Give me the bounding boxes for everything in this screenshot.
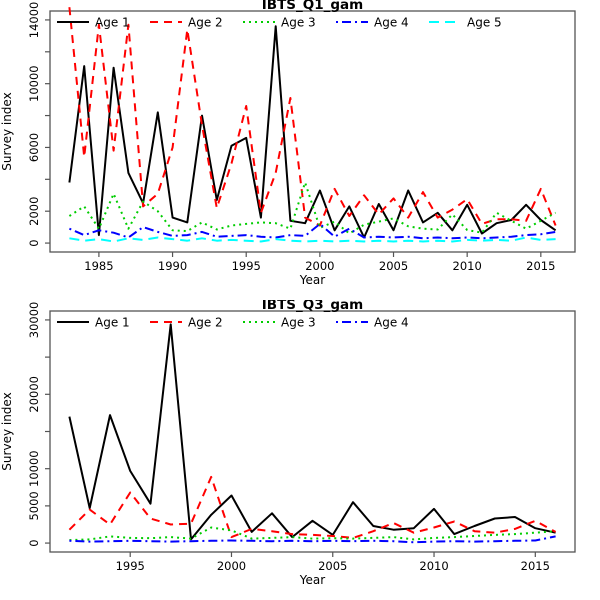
y-axis-label: Survey index [0,92,14,170]
legend-label: Age 2 [188,16,223,30]
chart-panel-q3: 1995 2000 2005 2010 2015 0 5000 10000 20000 30000… [0,300,600,600]
chart-background [0,0,600,300]
legend-label: Age 1 [95,16,130,30]
legend-label: Age 4 [374,316,409,330]
x-axis-label: Year [299,273,325,287]
chart-background [0,300,600,600]
x-tick-label: 2015 [526,259,555,273]
legend-item-age-1: Age 1 [57,16,130,30]
legend-item-age-2: Age 2 [150,316,223,330]
legend-label: Age 3 [281,316,316,330]
y-tick-label: 20000 [27,376,41,413]
legend-item-age-2: Age 2 [150,16,223,30]
legend-item-age-3: Age 3 [243,16,316,30]
y-tick-label: 30000 [27,302,41,339]
y-tick-label: 0 [27,239,41,246]
y-tick-label: 10000 [27,450,41,487]
x-tick-label: 2010 [453,259,482,273]
y-tick-label: 0 [27,539,41,546]
y-tick-label: 2000 [27,197,41,226]
chart-panel-q1: 1985 1990 1995 2000 2005 2010 2015 0 2000 6000 100… [0,0,600,300]
series-line-age-4 [69,535,556,544]
x-tick-label: 2015 [521,559,550,573]
x-tick-label: 1995 [116,559,145,573]
y-tick-label: 6000 [27,133,41,162]
y-tick-label: 5000 [27,491,41,520]
legend-label: Age 4 [374,16,409,30]
x-tick-label: 2010 [419,559,448,573]
legend-item-age-4: Age 4 [336,316,409,330]
q1-gam-chart: 1985 1990 1995 2000 2005 2010 2015 0 2000 6000 100… [0,0,600,300]
legend-item-age-4: Age 4 [336,16,409,30]
plot-border [49,310,576,553]
x-tick-label: 1995 [232,259,261,273]
x-tick-label: 2000 [217,559,246,573]
legend-label: Age 2 [188,316,223,330]
x-tick-label: 2005 [318,559,347,573]
legend-item-age-1: Age 1 [57,316,130,330]
series-line-age-2 [68,7,557,227]
x-axis-label: Year [299,573,325,587]
x-tick-label: 1985 [84,259,113,273]
chart-title: IBTS_Q3_gam [262,300,363,313]
x-tick-label: 2000 [305,259,334,273]
y-tick-label: 10000 [27,65,41,102]
y-tick-label: 14000 [27,2,41,39]
x-tick-label: 2005 [379,259,408,273]
plot-border [49,10,576,253]
chart-title: IBTS_Q1_gam [262,0,363,13]
series-line-age-1 [68,323,556,541]
legend-item-age-3: Age 3 [243,316,316,330]
legend-label: Age 5 [467,16,502,30]
series-line-age-4 [69,222,556,240]
y-axis-label: Survey index [0,392,14,470]
series-line-age-5 [69,236,556,243]
legend-label: Age 3 [281,16,316,30]
series-line-age-2 [68,475,557,539]
x-tick-label: 1990 [158,259,187,273]
legend-label: Age 1 [95,316,130,330]
legend-item-age-5: Age 5 [429,16,502,30]
q3-gam-chart: 1995 2000 2005 2010 2015 0 5000 10000 20000 30000… [0,300,600,600]
